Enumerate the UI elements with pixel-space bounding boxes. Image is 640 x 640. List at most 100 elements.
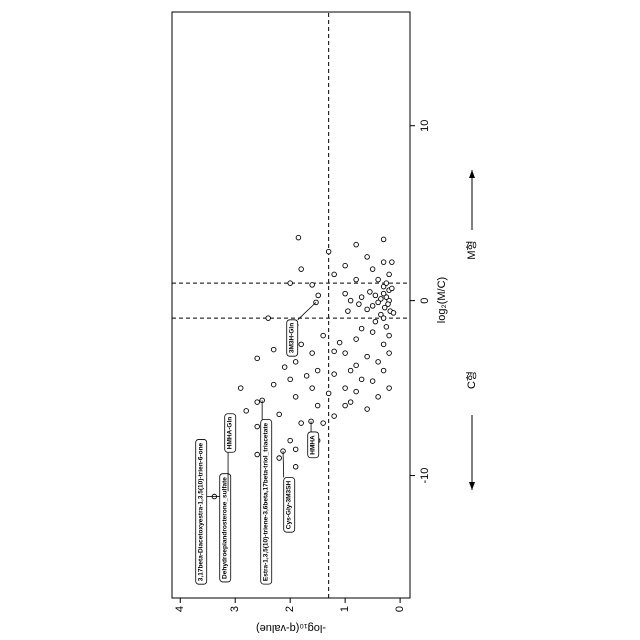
point (384, 281, 389, 286)
point (381, 342, 386, 347)
point (304, 374, 309, 379)
point (354, 277, 359, 282)
point (370, 267, 375, 272)
point (332, 372, 337, 377)
point (370, 304, 375, 309)
point (381, 260, 386, 265)
point (387, 351, 392, 356)
point (332, 349, 337, 354)
point (387, 333, 392, 338)
annotation-label: Dehydroepiandrosterone_sulfate (222, 477, 229, 579)
point (343, 351, 348, 356)
point (277, 456, 282, 461)
point (271, 382, 276, 387)
point (293, 465, 298, 470)
point (321, 333, 326, 338)
point (373, 293, 378, 298)
point (387, 272, 392, 277)
point (346, 309, 351, 314)
x-tick-label: -10 (419, 468, 431, 484)
point (337, 340, 342, 345)
point (387, 386, 392, 391)
point (391, 311, 396, 316)
point (381, 237, 386, 242)
point (316, 293, 321, 298)
point (370, 379, 375, 384)
point (390, 260, 395, 265)
x-tick-label: 0 (419, 298, 431, 304)
point (288, 377, 293, 382)
point (326, 391, 331, 396)
point (299, 267, 304, 272)
point (321, 421, 326, 426)
point (277, 412, 282, 417)
point (348, 368, 353, 373)
point (376, 360, 381, 365)
point (354, 242, 359, 247)
annotation-label: HMHA-Gln (227, 417, 234, 450)
point (373, 319, 378, 324)
page: log₂(M/C) C형 M형 -log₁₀(q-value) -1001001… (0, 0, 640, 640)
point (326, 249, 331, 254)
point (343, 386, 348, 391)
y-tick-label: 1 (339, 606, 351, 612)
point (390, 286, 395, 291)
point (315, 403, 320, 408)
point (343, 291, 348, 296)
annotation-label: HMHA (310, 435, 317, 455)
point (365, 255, 370, 260)
x-tick-label: 10 (419, 120, 431, 132)
point (299, 342, 304, 347)
point (293, 395, 298, 400)
point (310, 386, 315, 391)
annotation-leader (283, 451, 284, 477)
point (382, 305, 387, 310)
point (359, 377, 364, 382)
annotation-label: 3M3H-Gln (289, 323, 296, 353)
chart: log₂(M/C) C형 M형 -log₁₀(q-value) -1001001… (0, 0, 640, 640)
point (271, 347, 276, 352)
point (359, 295, 364, 300)
point (255, 424, 260, 429)
point (381, 291, 386, 296)
y-tick-label: 0 (394, 606, 406, 612)
point (299, 421, 304, 426)
point (332, 414, 337, 419)
point (296, 235, 301, 240)
rotated-plot: log₂(M/C) C형 M형 -log₁₀(q-value) -1001001… (172, 12, 478, 634)
point (354, 337, 359, 342)
point (365, 307, 370, 312)
point (266, 316, 271, 321)
point (376, 395, 381, 400)
point (384, 325, 389, 330)
annotation-leader (298, 302, 316, 319)
point (255, 452, 260, 457)
point (381, 368, 386, 373)
y-axis-label: -log₁₀(q-value) (256, 622, 326, 634)
annotation-label: 3,17beta-Diacetoxyestra-1,3,5(10)-trien-… (198, 442, 205, 581)
point (376, 277, 381, 282)
annotation-label: Estra-1,3,5(10)-triene-3,6beta,17beta-tr… (263, 423, 270, 582)
point (343, 403, 348, 408)
point (238, 386, 243, 391)
right-direction-label: M형 (465, 240, 478, 259)
point (354, 363, 359, 368)
point (365, 407, 370, 412)
point (310, 283, 315, 288)
point (354, 389, 359, 394)
point (293, 447, 298, 452)
point (255, 356, 260, 361)
point (293, 360, 298, 365)
point (332, 272, 337, 277)
annotation-label: Cys-Gly-3M3SH (286, 480, 293, 529)
point (381, 316, 386, 321)
point (359, 326, 364, 331)
point (288, 281, 293, 286)
point (282, 365, 287, 370)
point (348, 400, 353, 405)
point (368, 290, 373, 295)
y-tick-label: 4 (174, 606, 186, 612)
y-tick-label: 3 (229, 606, 241, 612)
point (255, 400, 260, 405)
left-direction-label: C형 (465, 371, 478, 389)
